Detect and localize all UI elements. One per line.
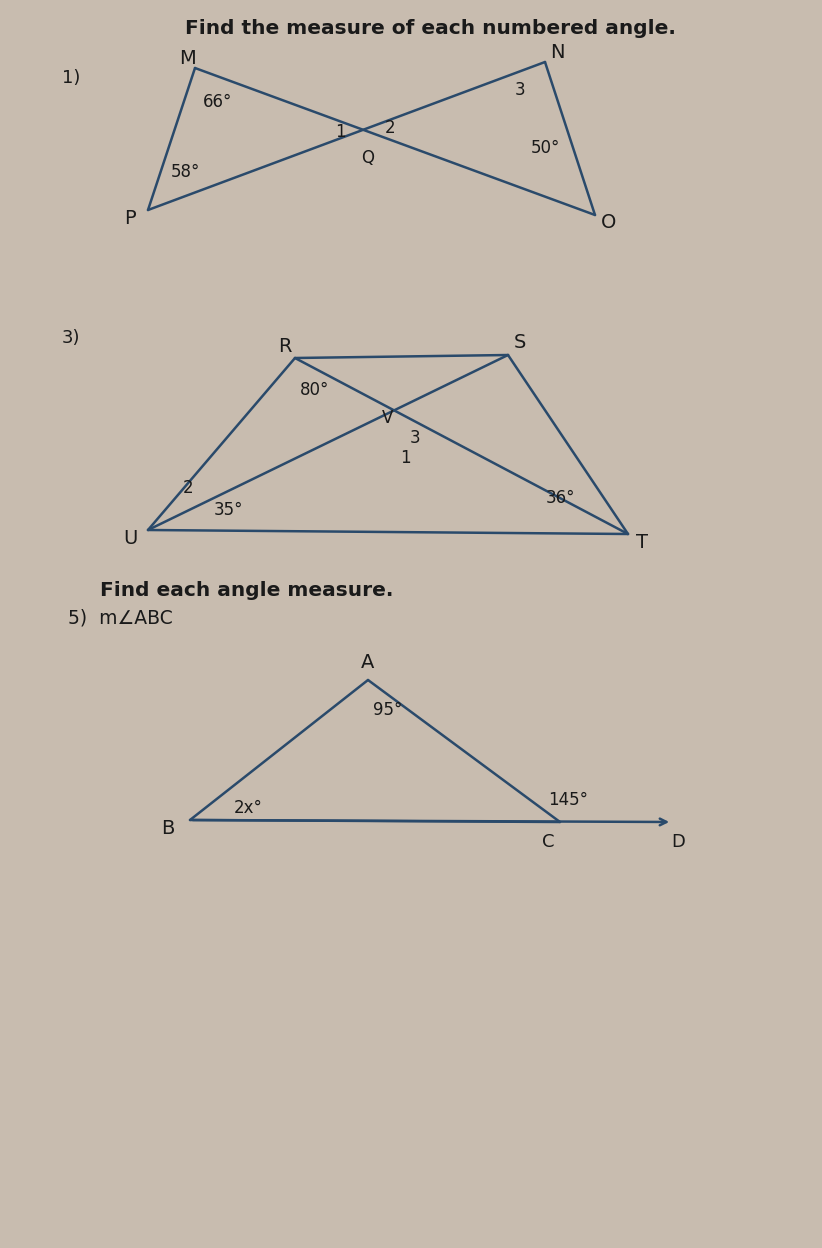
Text: 1: 1: [399, 449, 410, 467]
Text: 5)  m∠ABC: 5) m∠ABC: [68, 609, 173, 628]
Text: 80°: 80°: [300, 381, 330, 399]
Text: Q: Q: [362, 149, 375, 167]
Text: O: O: [602, 213, 616, 232]
Text: U: U: [122, 528, 137, 548]
Text: 66°: 66°: [203, 94, 233, 111]
Text: 2: 2: [385, 119, 395, 137]
Text: T: T: [636, 533, 648, 552]
Text: 50°: 50°: [530, 139, 560, 157]
Text: 3: 3: [515, 81, 525, 99]
Text: R: R: [279, 337, 292, 356]
Text: S: S: [514, 333, 526, 352]
Text: 58°: 58°: [170, 163, 200, 181]
Text: M: M: [178, 49, 196, 67]
Text: P: P: [124, 208, 136, 227]
Text: 3: 3: [409, 429, 420, 447]
Text: 35°: 35°: [213, 500, 242, 519]
Text: C: C: [542, 832, 554, 851]
Text: D: D: [671, 832, 685, 851]
Text: V: V: [382, 409, 394, 427]
Text: 36°: 36°: [545, 489, 575, 507]
Text: 2: 2: [182, 479, 193, 497]
Text: 95°: 95°: [373, 701, 403, 719]
Text: 2x°: 2x°: [233, 799, 262, 817]
Text: A: A: [362, 653, 375, 671]
Text: N: N: [550, 42, 564, 61]
Text: B: B: [161, 819, 175, 837]
Text: 145°: 145°: [548, 791, 588, 809]
Text: Find the measure of each numbered angle.: Find the measure of each numbered angle.: [185, 19, 676, 37]
Text: 3): 3): [62, 329, 81, 347]
Text: Find each angle measure.: Find each angle measure.: [100, 580, 394, 599]
Text: 1: 1: [335, 124, 345, 141]
Text: 1): 1): [62, 69, 81, 87]
